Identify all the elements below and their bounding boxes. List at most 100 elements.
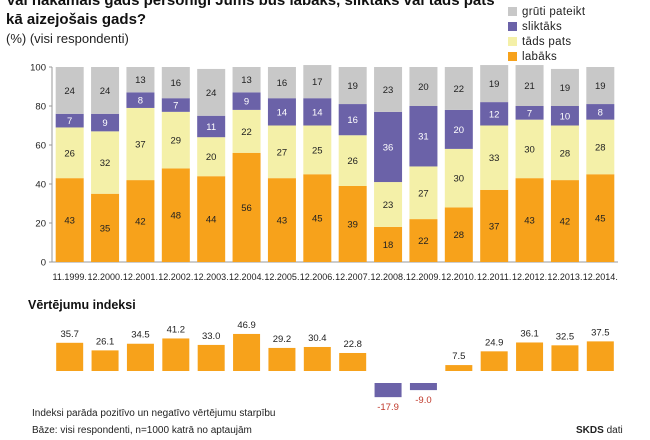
x-tick-label: 12.2006.: [300, 272, 335, 282]
bar-segment: [338, 185, 367, 262]
index-bar: [409, 383, 437, 391]
bar-segment: [515, 178, 544, 262]
index-value-label: 37.5: [591, 327, 610, 338]
index-bar: [91, 350, 119, 371]
bar-segment: [267, 98, 296, 126]
bar-segment: [232, 152, 261, 262]
data-label: 26: [347, 156, 358, 167]
bar-segment: [197, 68, 226, 116]
legend-swatch: [508, 22, 517, 31]
data-label: 23: [383, 85, 394, 96]
data-label: 24: [100, 86, 111, 97]
note-base: Bāze: visi respondenti, n=1000 katrā no …: [32, 425, 252, 436]
data-label: 37: [135, 140, 146, 151]
bar-segment: [161, 98, 190, 112]
data-label: 32: [100, 158, 111, 169]
data-label: 12: [489, 109, 500, 120]
data-label: 43: [524, 216, 535, 227]
bar-segment: [586, 174, 615, 262]
index-value-label: 29.2: [273, 334, 292, 345]
data-label: 20: [454, 125, 465, 136]
bar-segment: [161, 111, 190, 169]
bar-segment: [444, 148, 473, 208]
data-label: 45: [312, 214, 323, 225]
data-label: 30: [454, 174, 465, 185]
index-value-label: -17.9: [377, 402, 399, 413]
bar-segment: [586, 67, 615, 105]
bar-segment: [126, 67, 155, 93]
data-label: 22: [241, 127, 252, 138]
data-label: 7: [527, 108, 532, 119]
index-bar: [162, 338, 190, 371]
index-value-label: 7.5: [452, 351, 465, 362]
data-label: 43: [277, 216, 288, 227]
data-label: 30: [524, 144, 535, 155]
data-label: 8: [598, 107, 603, 118]
bar-segment: [409, 106, 438, 167]
index-value-label: 46.9: [237, 320, 256, 331]
data-label: 22: [418, 236, 429, 247]
bar-segment: [586, 104, 615, 120]
legend-swatch: [508, 37, 517, 46]
index-value-label: 32.5: [556, 331, 575, 342]
data-label: 16: [347, 115, 358, 126]
bar-segment: [550, 68, 579, 106]
note-index-explanation: Indeksi parāda pozitīvo un negatīvo vērt…: [32, 408, 276, 419]
index-value-label: 26.1: [96, 336, 115, 347]
bar-segment: [374, 111, 403, 183]
legend-swatch: [508, 52, 517, 61]
data-label: 28: [454, 230, 465, 241]
bar-segment: [550, 106, 579, 126]
data-label: 44: [206, 215, 217, 226]
bar-segment: [515, 106, 544, 120]
data-label: 19: [347, 81, 358, 92]
bar-segment: [232, 67, 261, 93]
bar-segment: [126, 180, 155, 262]
x-tick-label: 12.2005.: [264, 272, 299, 282]
bar-segment: [374, 67, 403, 112]
data-label: 13: [135, 75, 146, 86]
y-tick-label: 0: [41, 258, 46, 269]
data-label: 7: [67, 116, 72, 127]
bar-segment: [338, 135, 367, 186]
bar-segment: [267, 125, 296, 179]
index-bar: [551, 345, 579, 371]
bar-segment: [197, 137, 226, 177]
data-label: 42: [135, 217, 146, 228]
bar-segment: [126, 92, 155, 108]
data-label: 11: [206, 122, 216, 133]
bar-segment: [91, 113, 120, 132]
data-label: 31: [418, 132, 429, 143]
bar-segment: [409, 166, 438, 220]
data-label: 39: [347, 219, 358, 230]
data-label: 9: [244, 97, 249, 108]
index-value-label: 36.1: [520, 328, 539, 339]
bar-segment: [480, 102, 509, 126]
data-label: 42: [560, 217, 571, 228]
data-label: 19: [560, 83, 571, 94]
index-bar: [233, 333, 261, 371]
data-label: 14: [312, 107, 323, 118]
data-label: 19: [595, 81, 606, 92]
bar-segment: [515, 65, 544, 106]
y-tick-label: 80: [35, 102, 46, 113]
y-tick-label: 20: [35, 219, 46, 230]
bar-segment: [374, 182, 403, 227]
legend-item-sliktaks: sliktāks: [508, 19, 648, 34]
index-bar: [268, 347, 296, 371]
bar-segment: [91, 131, 120, 194]
data-label: 27: [418, 188, 429, 199]
data-label: 27: [277, 147, 288, 158]
x-tick-label: 12.2012.: [512, 272, 547, 282]
y-tick-label: 40: [35, 180, 46, 191]
data-label: 45: [595, 214, 606, 225]
index-bar: [586, 341, 614, 371]
bar-segment: [409, 67, 438, 106]
data-label: 28: [560, 148, 571, 159]
data-label: 19: [489, 79, 500, 90]
index-bar: [374, 383, 402, 398]
data-label: 43: [64, 216, 75, 227]
bar-segment: [55, 113, 84, 128]
bar-segment: [550, 180, 579, 262]
